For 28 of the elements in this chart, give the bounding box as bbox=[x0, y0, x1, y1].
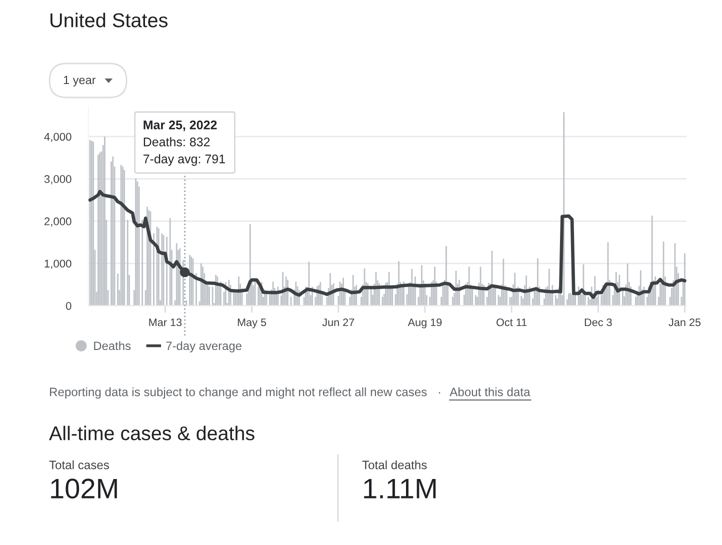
y-tick-label: 1,000 bbox=[44, 260, 72, 269]
x-tick-label: Jun 27 bbox=[322, 318, 354, 326]
text: · bbox=[438, 392, 440, 394]
legend-label: Deaths bbox=[94, 341, 131, 350]
text: Total cases bbox=[49, 460, 110, 470]
text: Total deaths bbox=[362, 460, 427, 470]
x-tick-label: Aug 19 bbox=[408, 318, 442, 328]
text: About this data bbox=[450, 387, 530, 396]
annotation: Mar 25, 2022 bbox=[144, 120, 217, 132]
x-tick-label: Mar 13 bbox=[149, 318, 182, 326]
text: Reporting data is subject to change and might not reflect all new cases bbox=[50, 387, 427, 399]
text: All-time cases & deaths bbox=[49, 426, 254, 440]
x-tick-label: May 5 bbox=[238, 318, 266, 328]
text: 102M bbox=[51, 478, 117, 499]
text: 1.11M bbox=[364, 478, 436, 498]
y-tick-label: 3,000 bbox=[44, 175, 72, 184]
y-tick-label: 0 bbox=[66, 302, 72, 310]
chart-title: United States bbox=[50, 12, 168, 28]
legend-label: 7-day average bbox=[166, 341, 242, 352]
annotation: Deaths: 832 bbox=[144, 137, 210, 146]
x-tick-label: Dec 3 bbox=[584, 318, 612, 326]
y-tick-label: 4,000 bbox=[44, 132, 72, 142]
y-tick-label: 2,000 bbox=[44, 217, 72, 227]
annotation: 7-day avg: 791 bbox=[144, 154, 225, 166]
text: 1 year bbox=[64, 76, 96, 87]
x-tick-label: Jan 25 bbox=[668, 318, 701, 326]
x-tick-label: Oct 11 bbox=[496, 318, 527, 326]
line-series bbox=[88, 190, 686, 299]
